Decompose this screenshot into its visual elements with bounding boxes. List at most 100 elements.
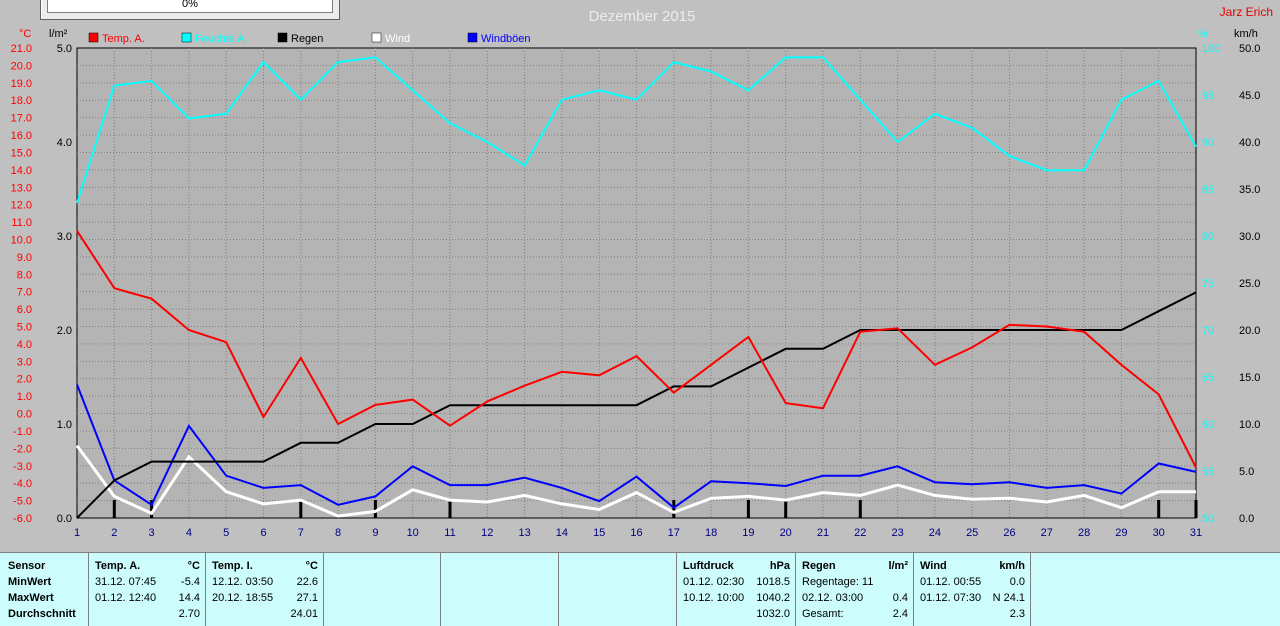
wind-avg: 2.3 (1009, 608, 1025, 620)
legend-label: Temp. A. (102, 33, 145, 45)
weather-chart: 21.020.019.018.017.016.015.014.013.012.0… (11, 8, 1261, 539)
wind-tick-label: 0.0 (1239, 513, 1254, 525)
temp-i-min-val: 22.6 (296, 576, 318, 588)
rain-tick-label: 1.0 (57, 419, 72, 431)
legend-swatch (181, 32, 192, 43)
wind-unit: km/h (999, 560, 1025, 572)
temp-tick-label: 0.0 (17, 409, 32, 421)
rain-tick-label: 2.0 (57, 325, 72, 337)
wind-min-date: 01.12. 00:55 (920, 576, 982, 588)
x-tick-label: 11 (444, 527, 455, 539)
legend-swatch (277, 32, 288, 43)
legend-label: Wind (385, 33, 410, 45)
temp-a-min-val: -5.4 (181, 576, 200, 588)
x-tick-label: 21 (817, 527, 829, 539)
humidity-tick-label: 90 (1202, 137, 1214, 149)
pressure-min-date: 01.12. 02:30 (683, 576, 745, 588)
temp-tick-label: 17.0 (11, 113, 32, 125)
wind-tick-label: 30.0 (1239, 231, 1260, 243)
x-tick-label: 14 (556, 527, 568, 539)
humidity-tick-label: 75 (1202, 278, 1214, 290)
avg-label: Durchschnitt (8, 608, 76, 620)
x-tick-label: 25 (966, 527, 978, 539)
rain-tick-label: 5.0 (57, 43, 72, 55)
rain-header: Regen (802, 560, 836, 572)
legend-label: Regen (291, 33, 323, 45)
temp-i-max-val: 27.1 (296, 592, 318, 604)
temp-a-unit: °C (187, 560, 200, 572)
rain-total-label: Gesamt: (802, 608, 844, 620)
temp-a-header: Temp. A. (95, 560, 141, 572)
temp-tick-label: 11.0 (11, 217, 32, 229)
temp-tick-label: -1.0 (13, 426, 32, 438)
temp-i-avg: 24.01 (290, 608, 318, 620)
series-line-feuchte-a- (76, 56, 1197, 204)
humidity-tick-label: 60 (1202, 419, 1214, 431)
chart-title: Dezember 2015 (589, 8, 696, 25)
stats-col-empty-3 (558, 553, 677, 626)
legend-swatch (467, 32, 478, 43)
x-tick-label: 17 (668, 527, 680, 539)
sensor-header: Sensor (8, 560, 46, 572)
rain-max-date: 02.12. 03:00 (802, 592, 864, 604)
statistics-panel: Sensor MinWert MaxWert Durchschnitt Temp… (0, 552, 1280, 626)
wind-max-val: N 24.1 (992, 592, 1025, 604)
x-tick-label: 23 (891, 527, 903, 539)
x-tick-label: 16 (630, 527, 642, 539)
wind-max-date: 01.12. 07:30 (920, 592, 982, 604)
series-line-temp-a- (76, 230, 1197, 468)
temp-i-max-date: 20.12. 18:55 (212, 592, 274, 604)
temp-i-unit: °C (305, 560, 318, 572)
stats-col-empty-1 (323, 553, 441, 626)
x-tick-label: 20 (780, 527, 792, 539)
pressure-header: Luftdruck (683, 560, 734, 572)
temp-i-header: Temp. I. (212, 560, 253, 572)
temp-tick-label: 16.0 (11, 130, 32, 142)
temp-tick-label: 10.0 (11, 234, 32, 246)
temp-tick-label: -3.0 (13, 461, 32, 473)
temp-a-max-val: 14.4 (178, 592, 200, 604)
humidity-tick-label: 85 (1202, 184, 1214, 196)
wind-tick-label: 25.0 (1239, 278, 1260, 290)
wind-tick-label: 20.0 (1239, 325, 1260, 337)
x-tick-label: 10 (407, 527, 419, 539)
humidity-tick-label: 50 (1202, 513, 1214, 525)
pressure-max-val: 1040.2 (756, 592, 790, 604)
stats-col-pressure: Luftdruck hPa 01.12. 02:30 1018.5 10.12. 1… (676, 553, 796, 626)
temp-tick-label: 19.0 (11, 78, 32, 90)
temp-tick-label: 8.0 (17, 269, 32, 281)
x-tick-label: 1 (74, 527, 80, 539)
series-line-windb-en (76, 384, 1197, 509)
wind-header: Wind (920, 560, 947, 572)
max-label: MaxWert (8, 592, 54, 604)
temp-tick-label: 5.0 (17, 322, 32, 334)
progress-bar: 0% (40, 0, 340, 20)
wind-min-val: 0.0 (1009, 576, 1025, 588)
progress-track: 0% (47, 0, 333, 13)
legend-label: Feuchte A. (195, 33, 248, 45)
progress-percent: 0% (182, 0, 198, 10)
humidity-tick-label: 100 (1202, 43, 1220, 55)
rain-total-val: 2.4 (892, 608, 908, 620)
temp-tick-label: 18.0 (11, 95, 32, 107)
wind-tick-label: 45.0 (1239, 90, 1260, 102)
temp-tick-label: 12.0 (11, 200, 32, 212)
x-tick-label: 26 (1003, 527, 1015, 539)
x-tick-label: 18 (705, 527, 717, 539)
temp-tick-label: 3.0 (17, 356, 32, 368)
rain-tick-label: 0.0 (57, 513, 72, 525)
rain-unit: l/m² (888, 560, 908, 572)
temp-tick-label: 7.0 (17, 287, 32, 299)
temp-tick-label: 20.0 (11, 60, 32, 72)
x-tick-label: 31 (1190, 527, 1202, 539)
rain-days: Regentage: 11 (802, 576, 874, 588)
stats-col-rain: Regen l/m² Regentage: 11 02.12. 03:00 0.4 … (795, 553, 914, 626)
x-tick-label: 19 (742, 527, 754, 539)
temp-tick-label: -6.0 (13, 513, 32, 525)
x-tick-label: 22 (854, 527, 866, 539)
humidity-tick-label: 80 (1202, 231, 1214, 243)
temp-tick-label: -4.0 (13, 478, 32, 490)
temp-tick-label: 14.0 (11, 165, 32, 177)
temp-tick-label: 2.0 (17, 374, 32, 386)
wind-tick-label: 5.0 (1239, 466, 1254, 478)
